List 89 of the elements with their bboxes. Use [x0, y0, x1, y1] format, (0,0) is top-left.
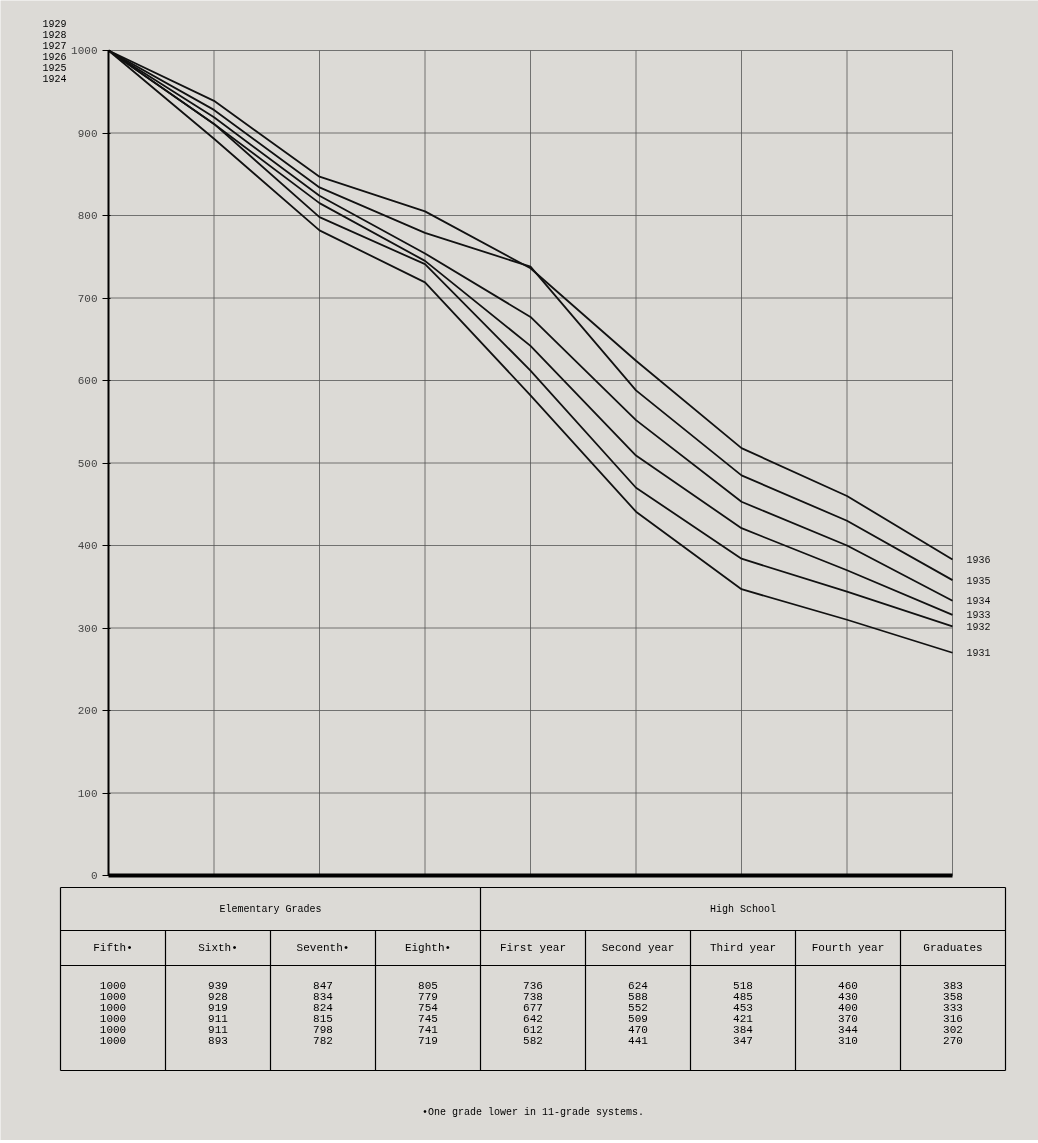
- data-label: 1000: [99, 980, 127, 992]
- y-tick-label: 700: [77, 292, 98, 305]
- data-label: 302: [943, 1024, 963, 1036]
- y-tick-label: 600: [77, 375, 98, 387]
- data-label: 719: [418, 1035, 438, 1047]
- data-label: 485: [733, 991, 753, 1003]
- data-label: 939: [208, 980, 228, 992]
- text: Elementary Grades: [219, 903, 322, 915]
- data-label: 384: [733, 1024, 754, 1036]
- data-label: 824: [313, 1002, 334, 1014]
- series-label: 1936: [966, 555, 991, 567]
- text: High School: [709, 903, 777, 915]
- y-tick-label: 900: [77, 127, 98, 140]
- data-label: 745: [418, 1013, 438, 1025]
- data-label: 518: [733, 980, 753, 992]
- data-label: 421: [733, 1013, 754, 1025]
- x-tick-label: Eighth•: [404, 942, 452, 954]
- data-label: 400: [838, 1002, 858, 1014]
- data-label: 1000: [99, 1024, 127, 1036]
- data-label: 582: [523, 1035, 543, 1047]
- x-tick-label: First year: [499, 942, 567, 954]
- y-tick-label: 800: [77, 210, 98, 222]
- data-label: 358: [943, 991, 963, 1003]
- data-label: 834: [313, 991, 334, 1003]
- data-label: 911: [208, 1024, 229, 1036]
- data-label: 430: [838, 991, 858, 1003]
- series-label: 1932: [966, 621, 991, 633]
- data-label: 893: [208, 1035, 228, 1047]
- data-label: 798: [313, 1024, 333, 1036]
- data-label: 928: [208, 991, 228, 1003]
- data-label: 370: [838, 1013, 858, 1025]
- data-label: 847: [313, 980, 333, 992]
- data-label: 441: [628, 1035, 649, 1047]
- x-tick-label: Sixth•: [198, 942, 238, 954]
- data-label: 1000: [99, 1013, 127, 1025]
- x-tick-label: Fourth year: [811, 942, 885, 954]
- series-label: 1931: [966, 648, 991, 660]
- data-label: 347: [733, 1035, 753, 1047]
- data-label: 919: [208, 1002, 228, 1014]
- data-label: 310: [838, 1035, 858, 1047]
- data-label: 754: [418, 1002, 439, 1014]
- data-label: 1000: [99, 991, 127, 1003]
- y-tick-label: 500: [77, 457, 98, 470]
- data-label: 741: [418, 1024, 439, 1036]
- data-label: 736: [523, 980, 543, 992]
- text: 1926: [42, 51, 67, 63]
- text: 1924: [42, 73, 67, 85]
- y-tick-label: 100: [77, 787, 98, 800]
- x-tick-label: Fifth•: [93, 942, 133, 954]
- data-label: 782: [313, 1035, 333, 1047]
- x-tick-label: Seventh•: [296, 942, 350, 954]
- data-label: 270: [943, 1035, 963, 1047]
- data-label: 509: [628, 1013, 648, 1025]
- data-label: 624: [628, 980, 649, 992]
- data-label: 470: [628, 1024, 648, 1036]
- data-label: 333: [943, 1002, 963, 1014]
- data-label: 588: [628, 991, 648, 1003]
- x-tick-label: Third year: [709, 942, 777, 954]
- data-label: 805: [418, 980, 438, 992]
- data-label: 383: [943, 980, 963, 992]
- y-tick-label: 1000: [71, 45, 98, 57]
- data-label: 316: [943, 1013, 963, 1025]
- text: 1929: [42, 18, 67, 30]
- text: •One grade lower in 11-grade systems.: [421, 1107, 645, 1118]
- data-label: 344: [838, 1024, 859, 1036]
- data-label: 815: [313, 1013, 333, 1025]
- series-label: 1933: [966, 610, 991, 622]
- data-label: 911: [208, 1013, 229, 1025]
- series-label: 1935: [966, 575, 991, 587]
- series-label: 1934: [966, 596, 991, 608]
- x-tick-label: Second year: [601, 942, 675, 954]
- data-label: 460: [838, 980, 858, 992]
- data-label: 677: [523, 1002, 543, 1014]
- data-label: 612: [523, 1024, 543, 1036]
- text: 1925: [42, 62, 67, 74]
- data-label: 552: [628, 1002, 648, 1014]
- data-label: 1000: [99, 1035, 127, 1047]
- data-label: 779: [418, 991, 438, 1003]
- text: 1927: [42, 40, 67, 52]
- text: 1928: [42, 29, 67, 41]
- data-label: 642: [523, 1013, 543, 1025]
- data-label: 738: [523, 991, 543, 1003]
- y-tick-label: 0: [90, 870, 98, 882]
- y-tick-label: 400: [77, 540, 98, 552]
- y-tick-label: 300: [77, 622, 98, 635]
- y-tick-label: 200: [77, 705, 98, 717]
- data-label: 1000: [99, 1002, 127, 1014]
- data-label: 453: [733, 1002, 753, 1014]
- x-tick-label: Graduates: [923, 942, 983, 954]
